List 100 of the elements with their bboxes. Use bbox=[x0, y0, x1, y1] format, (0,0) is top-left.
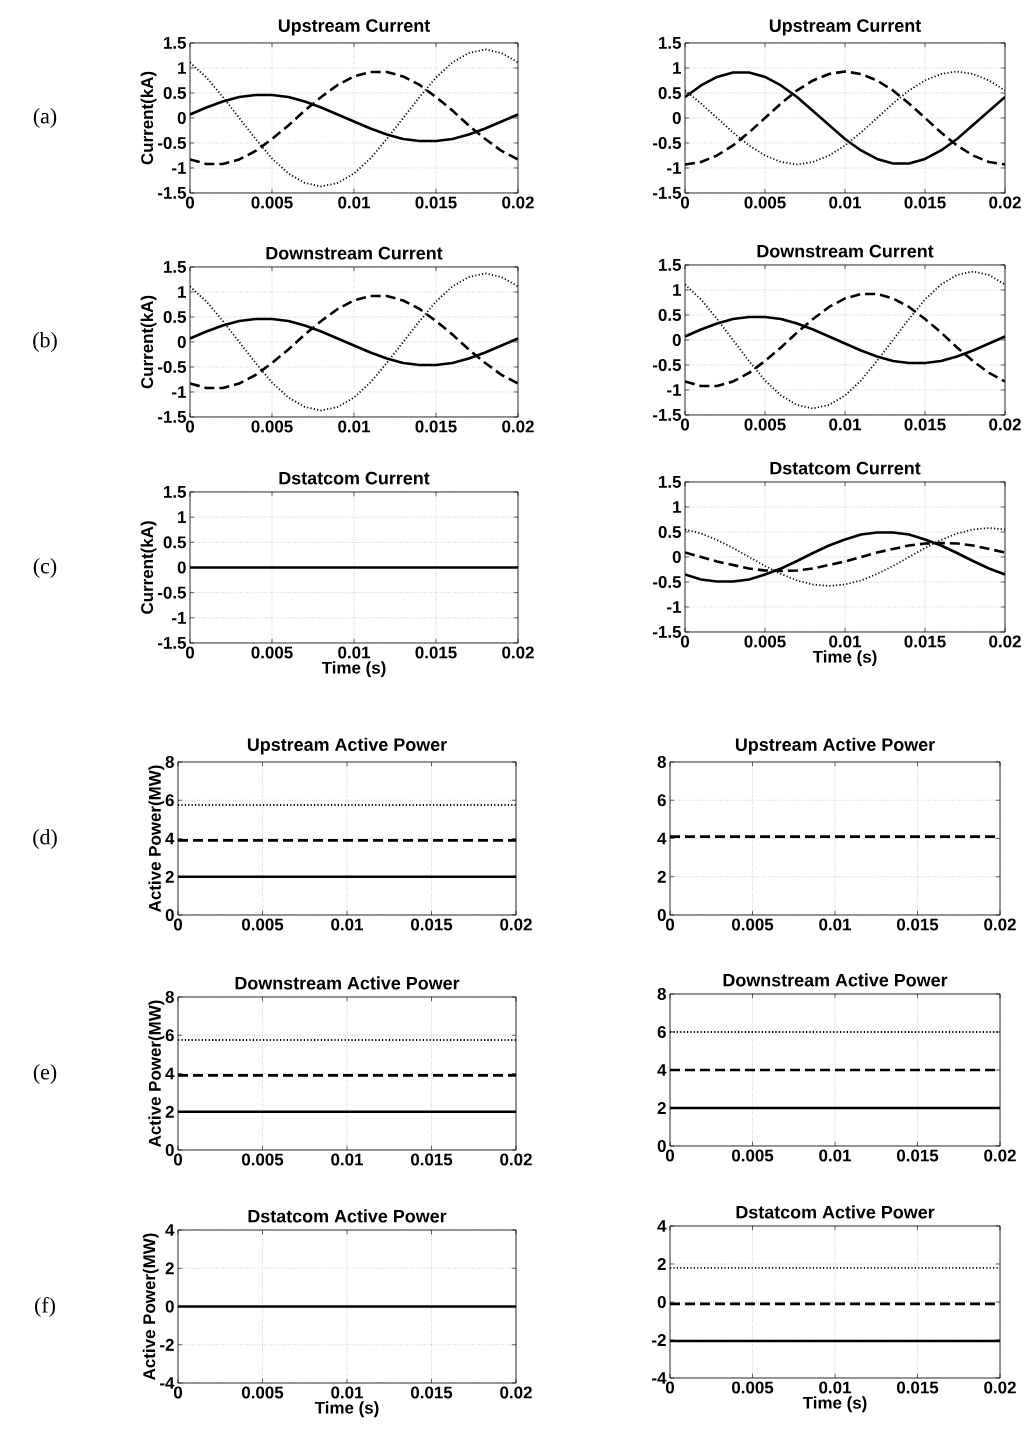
y-tick-label: -1.5 bbox=[157, 411, 187, 423]
x-tick-label: 0.015 bbox=[897, 1149, 939, 1162]
x-tick-label: 0.01 bbox=[829, 196, 862, 209]
text: (e) bbox=[33, 1064, 57, 1084]
y-tick-label: -0.5 bbox=[652, 136, 682, 149]
x-tick-label: 0.01 bbox=[331, 1153, 364, 1166]
x-tick-label: 0.015 bbox=[904, 635, 946, 648]
y-tick-label: -1.5 bbox=[652, 626, 682, 638]
y-tick-label: 1 bbox=[673, 284, 682, 296]
y-tick-label: 1.5 bbox=[659, 476, 682, 488]
chart-title: Upstream Current bbox=[278, 19, 430, 36]
y-tick-label: -1.5 bbox=[157, 637, 187, 649]
y-tick-label: 4 bbox=[165, 1067, 175, 1080]
y-tick-label: 8 bbox=[657, 988, 666, 1000]
y-tick-label: -0.5 bbox=[157, 136, 187, 149]
y-tick-label: 8 bbox=[657, 755, 666, 768]
y-tick-label: 2 bbox=[165, 1105, 174, 1118]
y-tick-label: 0 bbox=[672, 111, 681, 124]
y-axis-title: Active Power(MW) bbox=[148, 1000, 165, 1147]
x-tick-label: 0.02 bbox=[989, 418, 1021, 431]
y-tick-label: 0.5 bbox=[163, 86, 187, 99]
y-tick-label: -1 bbox=[667, 384, 682, 396]
y-tick-label: 4 bbox=[657, 832, 667, 845]
y-tick-label: -1 bbox=[667, 162, 682, 174]
x-tick-label: 0.015 bbox=[904, 196, 946, 209]
y-tick-label: 8 bbox=[165, 755, 174, 768]
y-tick-label: 1 bbox=[673, 501, 682, 513]
y-tick-label: 0 bbox=[672, 333, 681, 346]
y-tick-label: 1.5 bbox=[659, 37, 682, 49]
x-tick-label: 0.015 bbox=[410, 1386, 453, 1399]
x-tick-label: 0.02 bbox=[984, 1149, 1016, 1162]
x-tick-label: 0.02 bbox=[500, 1386, 532, 1399]
x-tick-label: 0.005 bbox=[241, 918, 284, 931]
text: (d) bbox=[33, 829, 57, 849]
y-axis-title: Current(kA) bbox=[140, 295, 157, 389]
y-tick-label: 0 bbox=[177, 111, 186, 124]
y-tick-label: 0 bbox=[165, 908, 174, 921]
chart-title: Dstatcom Current bbox=[279, 471, 430, 485]
x-tick-label: 0.005 bbox=[732, 1381, 774, 1394]
x-tick-label: 0.02 bbox=[502, 196, 534, 209]
y-tick-label: 0 bbox=[165, 1300, 174, 1313]
y-tick-label: 0 bbox=[177, 561, 186, 574]
x-tick-label: 0.005 bbox=[732, 1149, 774, 1162]
y-tick-label: 1 bbox=[178, 286, 187, 298]
x-tick-label: 0.005 bbox=[251, 646, 293, 659]
y-tick-label: -0.5 bbox=[157, 360, 187, 373]
y-tick-label: 1.5 bbox=[164, 486, 187, 498]
y-tick-label: -4 bbox=[160, 1377, 175, 1389]
x-tick-label: 0.02 bbox=[500, 918, 532, 931]
chart-title: Downstream Current bbox=[266, 246, 443, 260]
y-axis-title: Current(kA) bbox=[140, 71, 157, 165]
y-tick-label: -0.5 bbox=[652, 575, 682, 588]
y-tick-label: 0.5 bbox=[658, 86, 682, 99]
x-tick-label: 0.005 bbox=[744, 196, 786, 209]
y-tick-label: 0.5 bbox=[163, 310, 187, 323]
y-tick-label: 4 bbox=[657, 1220, 667, 1232]
x-tick-label: 0.01 bbox=[331, 1386, 364, 1399]
x-axis-title: Time (s) bbox=[812, 650, 877, 667]
chart-title: Downstream Current bbox=[757, 244, 934, 258]
x-tick-label: 0.015 bbox=[415, 646, 457, 659]
x-tick-label: 0.01 bbox=[829, 635, 862, 648]
text: (c) bbox=[33, 558, 57, 578]
y-axis-title: Active Power(MW) bbox=[148, 765, 165, 912]
y-tick-label: 6 bbox=[657, 794, 666, 807]
x-tick-label: 0.005 bbox=[241, 1153, 284, 1166]
y-tick-label: 6 bbox=[165, 1029, 174, 1042]
y-tick-label: 2 bbox=[165, 870, 174, 883]
chart-title: Dstatcom Active Power bbox=[248, 1209, 447, 1223]
y-axis-title: Active Power(MW) bbox=[142, 1233, 159, 1380]
x-tick-label: 0.01 bbox=[338, 420, 371, 433]
x-tick-label: 0.005 bbox=[251, 420, 293, 433]
x-tick-label: 0.01 bbox=[338, 646, 371, 659]
x-tick-label: 0.01 bbox=[819, 1381, 852, 1394]
x-tick-label: 0.005 bbox=[744, 635, 786, 648]
y-tick-label: 0 bbox=[657, 1296, 666, 1308]
x-tick-label: 0.015 bbox=[415, 196, 457, 209]
y-tick-label: -4 bbox=[652, 1372, 667, 1384]
x-tick-label: 0.005 bbox=[251, 196, 293, 209]
y-tick-label: 2 bbox=[657, 1102, 666, 1114]
y-tick-label: -1 bbox=[172, 611, 187, 624]
chart-title: Dstatcom Current bbox=[770, 461, 921, 475]
y-tick-label: 2 bbox=[657, 1258, 666, 1270]
y-tick-label: 1 bbox=[673, 62, 682, 74]
y-tick-label: 1 bbox=[178, 62, 187, 74]
y-tick-label: -1.5 bbox=[157, 187, 187, 199]
y-tick-label: 0.5 bbox=[658, 525, 682, 538]
x-tick-label: 0.02 bbox=[502, 646, 534, 659]
y-tick-label: -1 bbox=[667, 601, 682, 613]
y-tick-label: 4 bbox=[657, 1064, 667, 1076]
y-tick-label: -2 bbox=[160, 1338, 174, 1351]
x-tick-label: 0.02 bbox=[989, 196, 1021, 209]
chart-title: Upstream Active Power bbox=[247, 737, 447, 755]
x-tick-label: 0.01 bbox=[331, 918, 364, 931]
x-tick-label: 0.015 bbox=[897, 918, 939, 931]
y-tick-label: -1 bbox=[172, 162, 187, 174]
chart-title: Downstream Active Power bbox=[723, 973, 948, 987]
chart-title: Upstream Active Power bbox=[735, 737, 935, 755]
x-tick-label: 0.005 bbox=[744, 418, 786, 431]
y-tick-label: 2 bbox=[165, 1262, 174, 1275]
y-tick-label: -1.5 bbox=[652, 409, 682, 421]
